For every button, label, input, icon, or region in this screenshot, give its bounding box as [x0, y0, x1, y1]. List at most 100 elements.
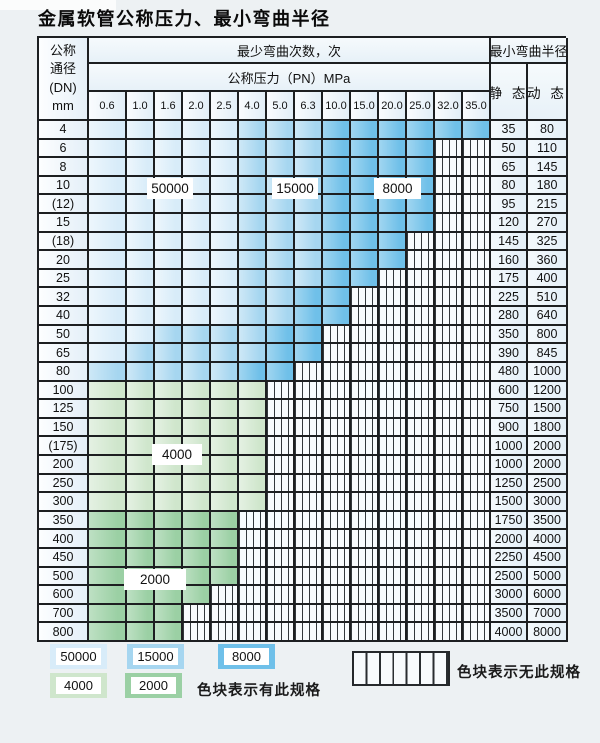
spec-cell	[239, 269, 267, 289]
dn-cell: 50	[39, 325, 89, 345]
spec-cell	[407, 288, 435, 308]
static-radius-cell: 225	[491, 288, 528, 308]
static-radius-cell: 145	[491, 232, 528, 252]
spec-cell	[155, 381, 183, 401]
spec-cell	[211, 493, 239, 512]
spec-cell	[127, 548, 155, 568]
dn-column-header-line: (DN)	[49, 79, 77, 95]
spec-cell	[379, 362, 407, 382]
dn-cell: 20	[39, 251, 89, 270]
spec-cell	[379, 623, 407, 642]
spec-cell	[463, 474, 491, 494]
spec-cell	[435, 455, 463, 475]
spec-cell	[407, 437, 435, 456]
static-header: 静 态	[491, 64, 528, 121]
spec-cell	[323, 418, 351, 438]
dn-cell: 100	[39, 381, 89, 401]
spec-cell	[127, 232, 155, 252]
spec-cell	[407, 362, 435, 382]
spec-cell	[351, 121, 379, 140]
spec-cell	[295, 325, 323, 345]
dn-cell: 450	[39, 548, 89, 568]
dynamic-radius-cell: 325	[528, 232, 568, 252]
spec-cell	[295, 418, 323, 438]
spec-cell	[435, 437, 463, 456]
spec-cell	[127, 214, 155, 233]
spec-cell	[435, 325, 463, 345]
spec-cell	[183, 251, 211, 270]
spec-cell	[379, 604, 407, 624]
dynamic-radius-cell: 145	[528, 158, 568, 177]
dn-cell: 25	[39, 269, 89, 289]
spec-cell	[239, 418, 267, 438]
spec-cell	[239, 232, 267, 252]
spec-cell	[323, 455, 351, 475]
spec-cell	[407, 214, 435, 233]
spec-cell	[463, 251, 491, 270]
static-radius-cell: 4000	[491, 623, 528, 642]
spec-cell	[295, 139, 323, 159]
spec-cell	[89, 176, 127, 196]
dn-cell: 200	[39, 455, 89, 475]
static-radius-cell: 160	[491, 251, 528, 270]
dynamic-radius-cell: 4500	[528, 548, 568, 568]
spec-cell	[239, 195, 267, 215]
spec-cell	[435, 474, 463, 494]
spec-cell	[89, 623, 127, 642]
spec-cell	[463, 604, 491, 624]
spec-cell	[323, 474, 351, 494]
spec-cell	[211, 214, 239, 233]
spec-cell	[267, 437, 295, 456]
spec-cell	[407, 548, 435, 568]
spec-cell	[127, 307, 155, 326]
legend-swatch-label: 50000	[56, 648, 101, 665]
spec-cell	[323, 530, 351, 549]
spec-cell	[267, 511, 295, 531]
dynamic-radius-cell: 640	[528, 307, 568, 326]
zone-value-label: 50000	[147, 178, 193, 199]
spec-cell	[183, 195, 211, 215]
spec-cell	[127, 325, 155, 345]
spec-cell	[155, 623, 183, 642]
spec-cell	[155, 400, 183, 419]
spec-cell	[89, 604, 127, 624]
dynamic-radius-cell: 7000	[528, 604, 568, 624]
zone-value-label: 15000	[272, 178, 318, 199]
pressure-column-header: 35.0	[463, 92, 491, 121]
dynamic-radius-cell: 110	[528, 139, 568, 159]
spec-cell	[267, 288, 295, 308]
dynamic-radius-cell: 6000	[528, 586, 568, 605]
spec-cell	[267, 307, 295, 326]
static-radius-cell: 280	[491, 307, 528, 326]
spec-cell	[463, 381, 491, 401]
spec-cell	[435, 623, 463, 642]
dynamic-radius-cell: 2000	[528, 437, 568, 456]
spec-cell	[155, 418, 183, 438]
spec-cell	[323, 176, 351, 196]
spec-cell	[211, 195, 239, 215]
dynamic-radius-cell: 3500	[528, 511, 568, 531]
spec-cell	[89, 307, 127, 326]
spec-cell	[239, 511, 267, 531]
spec-cell	[379, 344, 407, 363]
spec-cell	[89, 437, 127, 456]
dynamic-radius-cell: 800	[528, 325, 568, 345]
spec-cell	[435, 269, 463, 289]
spec-cell	[155, 344, 183, 363]
spec-cell	[89, 121, 127, 140]
spec-cell	[211, 158, 239, 177]
spec-cell	[239, 214, 267, 233]
spec-cell	[323, 269, 351, 289]
spec-cell	[323, 139, 351, 159]
spec-cell	[323, 548, 351, 568]
spec-cell	[379, 121, 407, 140]
spec-cell	[407, 195, 435, 215]
spec-cell	[435, 400, 463, 419]
spec-cell	[267, 195, 295, 215]
spec-cell	[379, 158, 407, 177]
pressure-column-header: 5.0	[267, 92, 295, 121]
static-radius-cell: 600	[491, 381, 528, 401]
spec-cell	[89, 362, 127, 382]
spec-cell	[267, 251, 295, 270]
spec-cell	[463, 158, 491, 177]
